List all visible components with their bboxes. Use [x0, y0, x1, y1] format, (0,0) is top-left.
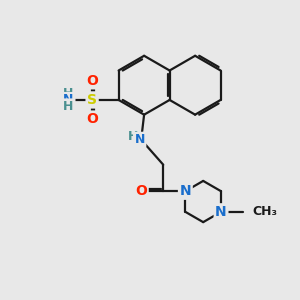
- Text: H: H: [63, 100, 74, 113]
- Text: H: H: [63, 87, 74, 100]
- Text: N: N: [215, 205, 227, 219]
- Text: CH₃: CH₃: [252, 205, 277, 218]
- Text: O: O: [86, 74, 98, 88]
- Text: O: O: [135, 184, 147, 198]
- Text: H: H: [128, 130, 138, 143]
- Text: S: S: [87, 93, 97, 107]
- Text: N: N: [63, 93, 74, 106]
- Text: O: O: [86, 112, 98, 126]
- Text: N: N: [179, 184, 191, 198]
- Text: N: N: [134, 133, 145, 146]
